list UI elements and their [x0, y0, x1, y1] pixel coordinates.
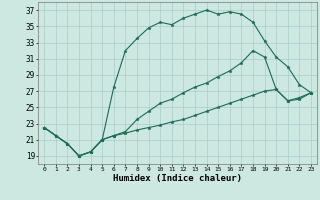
X-axis label: Humidex (Indice chaleur): Humidex (Indice chaleur)	[113, 174, 242, 183]
